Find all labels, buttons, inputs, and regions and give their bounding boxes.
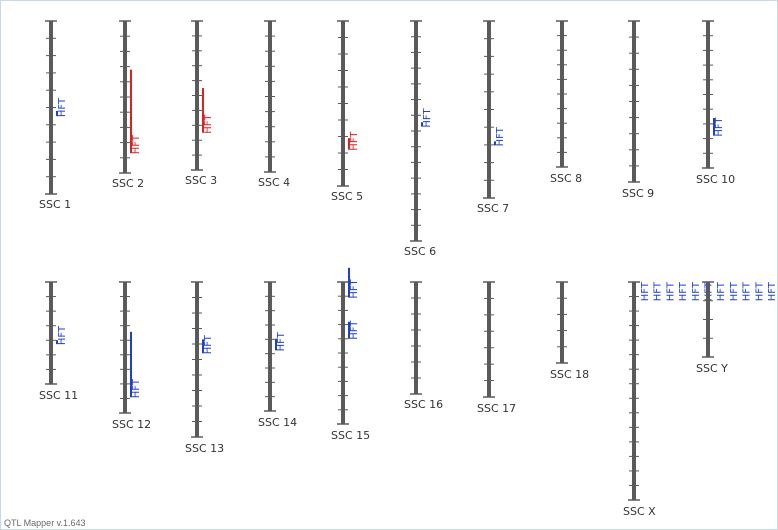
chromosome-label: SSC 13 [185,442,224,455]
chromosome-ssc-1[interactable]: SSC 1 HFT [39,20,71,211]
qtl-label[interactable]: HFT [203,114,214,134]
chromosome-label: SSC 12 [112,418,151,431]
chromosome-bar [487,282,491,397]
chromosome-ssc-16[interactable]: SSC 16 [404,281,443,411]
qtl-label[interactable]: HFT [131,378,142,398]
qtl-label[interactable]: HFT [691,281,702,301]
chromosome-bar [560,282,564,363]
chromosome-bar [414,282,418,394]
chromosome-label: SSC 6 [404,245,436,258]
chromosome-label: SSC X [623,505,656,518]
chromosome-label: SSC 2 [112,177,144,190]
qtl-label[interactable]: HFT [276,331,287,351]
chromosome-label: SSC 18 [550,368,589,381]
qtl-label[interactable]: HFT [349,320,360,340]
qtl-label[interactable]: HFT [678,281,689,301]
chromosome-label: SSC 1 [39,198,71,211]
qtl-label[interactable]: HFT [767,281,777,301]
qtl-label[interactable]: HFT [716,281,727,301]
chromosome-label: SSC 3 [185,174,217,187]
qtl-label[interactable]: HFT [729,281,740,301]
chromosome-label: SSC Y [696,362,728,375]
chromosome-label: SSC 7 [477,202,509,215]
qtl-label[interactable]: HFT [57,325,68,345]
qtl-label[interactable]: HFT [665,281,676,301]
chromosome-label: SSC 16 [404,398,443,411]
chromosome-ssc-5[interactable]: SSC 5 HFT [331,20,363,203]
chromosome-ssc-8[interactable]: SSC 8 [550,20,582,185]
chromosome-label: SSC 4 [258,176,290,189]
chromosome-ssc-3[interactable]: SSC 3 HFT [185,20,217,187]
chromosome-ssc-12[interactable]: SSC 12 HFT [112,281,151,431]
chromosome-bar [49,282,53,384]
chromosome-ssc-17[interactable]: SSC 17 [477,281,516,415]
qtl-label[interactable]: HFT [57,97,68,117]
chromosome-label: SSC 8 [550,172,582,185]
chromosome-ssc-10[interactable]: SSC 10 HFT [696,20,735,186]
chromosome-ssc-4[interactable]: SSC 4 [258,20,290,189]
qtl-label[interactable]: HFT [349,279,360,299]
chromosome-bar [123,282,127,413]
chromosome-ssc-6[interactable]: SSC 6 HFT [404,20,436,258]
chromosome-ssc-15[interactable]: SSC 15 HFT HFT [331,267,370,442]
chromosome-label: SSC 17 [477,402,516,415]
chromosome-ssc-x[interactable]: SSC X [623,281,656,518]
qtl-label[interactable]: HFT [742,281,753,301]
qtl-label[interactable]: HFT [349,131,360,151]
chromosome-bar [268,282,272,411]
chromosome-ssc-7[interactable]: SSC 7 HFT [477,20,509,215]
chromosome-ssc-18[interactable]: SSC 18 [550,281,589,381]
qtl-label[interactable]: HFT [714,117,725,137]
qtl-label[interactable]: HFT [640,281,651,301]
qtl-label[interactable]: HFT [131,134,142,154]
chromosome-label: SSC 10 [696,173,735,186]
qtl-label[interactable]: HFT [653,281,664,301]
chromosome-ssc-y[interactable]: SSC Y [696,281,728,375]
chromosome-label: SSC 9 [622,187,654,200]
chromosome-bar [632,282,636,500]
qtl-label[interactable]: HFT [495,126,506,146]
chromosome-ssc-13[interactable]: SSC 13 HFT [185,281,224,455]
qtl-label[interactable]: HFT [754,281,765,301]
chromosome-ssc-9[interactable]: SSC 9 [622,20,654,200]
chromosome-ssc-2[interactable]: SSC 2 HFT [112,20,144,190]
chromosome-ssc-11[interactable]: SSC 11 HFT [39,281,78,402]
chromosome-label: SSC 11 [39,389,78,402]
chromosome-label: SSC 15 [331,429,370,442]
qtl-label[interactable]: HFT [203,334,214,354]
chromosome-label: SSC 14 [258,416,297,429]
chromosome-ssc-14[interactable]: SSC 14 HFT [258,281,297,429]
qtl-label[interactable]: HFT [422,108,433,128]
version-label: QTL Mapper v.1.643 [4,518,86,528]
chromosome-label: SSC 5 [331,190,363,203]
